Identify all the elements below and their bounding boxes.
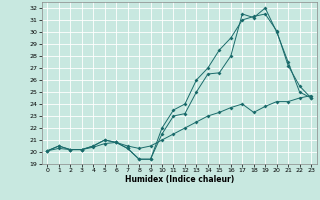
- X-axis label: Humidex (Indice chaleur): Humidex (Indice chaleur): [124, 175, 234, 184]
